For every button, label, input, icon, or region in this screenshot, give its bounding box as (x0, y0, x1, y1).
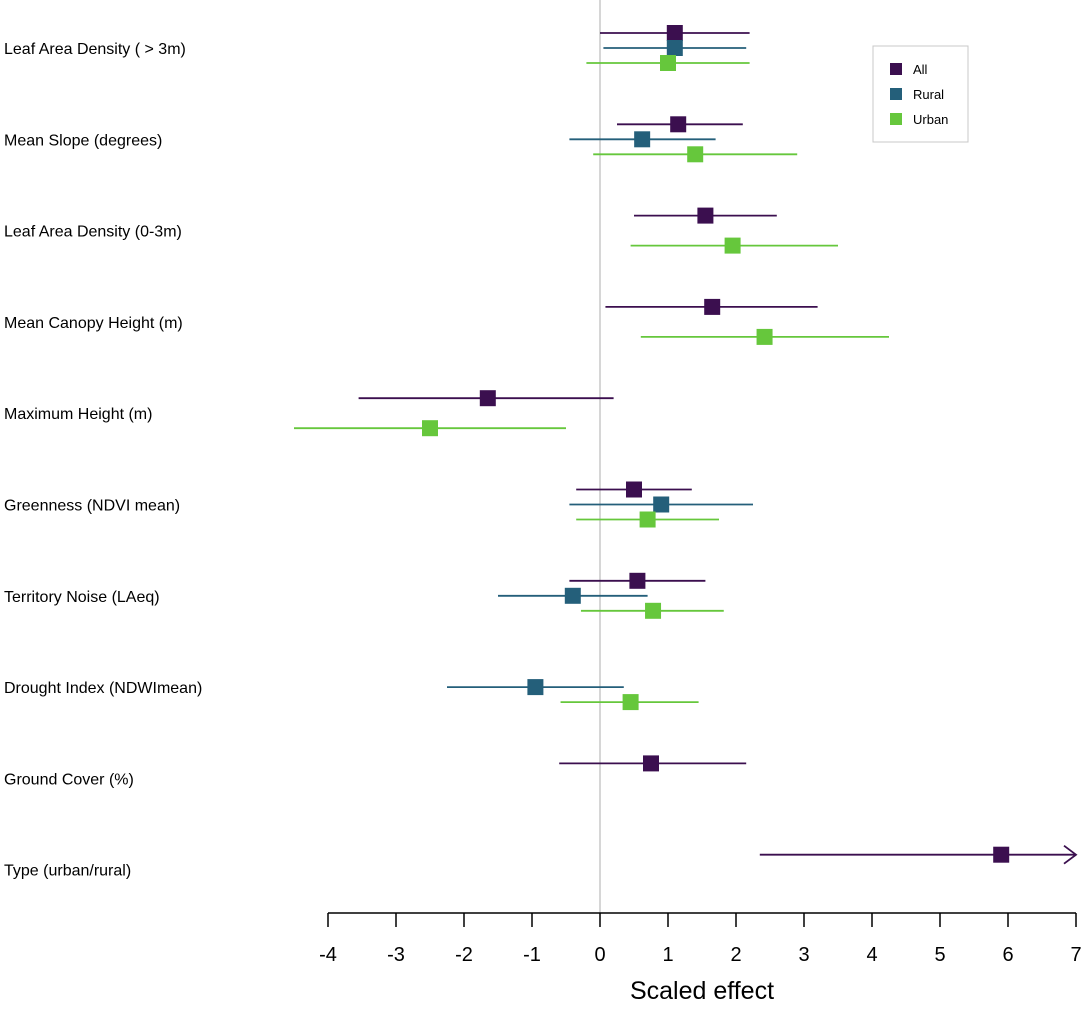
estimate-urban (586, 55, 750, 71)
point-estimate (634, 131, 651, 148)
point-estimate (724, 237, 741, 254)
legend-label: All (913, 62, 928, 77)
x-tick-label: 3 (798, 944, 809, 966)
estimate-urban (640, 328, 889, 345)
row-label: Mean Canopy Height (m) (4, 315, 183, 332)
row-label: Drought Index (NDWImean) (4, 680, 202, 697)
point-estimate (629, 572, 646, 589)
legend-label: Urban (913, 112, 948, 127)
estimate-rural (498, 587, 648, 604)
estimate-all (559, 755, 747, 772)
legend-item-rural: Rural (890, 87, 944, 102)
legend-item-all: All (890, 62, 928, 77)
estimate-rural (603, 40, 747, 56)
x-tick-label: 0 (594, 944, 605, 966)
x-tick-label: -1 (523, 944, 541, 966)
point-estimate (643, 755, 659, 772)
point-estimate (527, 679, 544, 696)
estimate-all (600, 25, 750, 41)
legend-swatch (890, 63, 902, 75)
x-tick-label: 7 (1070, 944, 1081, 966)
point-estimate (697, 207, 714, 224)
x-axis: -4 -3 -2 -1 0 1 2 3 4 5 6 7 (319, 912, 1082, 966)
legend-swatch (890, 88, 902, 100)
row-label: Type (urban/rural) (4, 863, 131, 880)
estimate-rural (569, 131, 716, 148)
estimate-urban (576, 511, 719, 528)
point-estimate (666, 25, 683, 41)
estimate-all (576, 481, 692, 498)
point-estimate (653, 496, 670, 513)
point-estimate (564, 587, 581, 604)
x-tick-label: -4 (319, 944, 337, 966)
row-label: Maximum Height (m) (4, 406, 152, 423)
legend-swatch (890, 113, 902, 125)
point-estimate (626, 481, 642, 498)
estimate-all (358, 390, 614, 407)
estimate-urban (630, 237, 838, 254)
row-labels: Leaf Area Density ( > 3m) Mean Slope (deg… (4, 41, 202, 880)
x-tick-label: -3 (387, 944, 405, 966)
row-label: Mean Slope (degrees) (4, 132, 162, 149)
legend-box (872, 45, 969, 143)
point-estimate (639, 511, 656, 528)
estimate-urban (580, 602, 724, 619)
estimate-rural (569, 496, 753, 513)
legend: All Rural Urban (872, 45, 969, 143)
x-tick-label: 5 (934, 944, 945, 966)
estimate-urban (593, 146, 798, 163)
point-estimate (993, 846, 1010, 863)
point-estimate (422, 420, 438, 437)
estimate-all (634, 207, 777, 224)
ci-arrow (1063, 844, 1078, 865)
point-estimate (622, 694, 639, 711)
row-label: Leaf Area Density (0-3m) (4, 224, 182, 241)
legend-label: Rural (913, 87, 944, 102)
legend-item-urban: Urban (890, 112, 948, 127)
point-estimate (756, 328, 773, 345)
x-tick-label: 4 (866, 944, 877, 966)
row-label: Greenness (NDVI mean) (4, 498, 180, 515)
estimate-urban (560, 694, 699, 711)
x-axis-title: Scaled effect (630, 977, 774, 1004)
point-estimate (704, 298, 721, 315)
estimate-all (759, 844, 1078, 865)
point-estimate (645, 602, 662, 619)
estimate-all (605, 298, 818, 315)
row-label: Leaf Area Density ( > 3m) (4, 41, 186, 58)
row-label: Ground Cover (%) (4, 771, 134, 788)
estimate-all (569, 572, 706, 589)
point-estimate (670, 116, 687, 133)
estimate-rural (447, 679, 624, 696)
point-estimate (666, 40, 683, 56)
point-estimate (479, 390, 496, 407)
estimate-all (617, 116, 743, 133)
row-label: Territory Noise (LAeq) (4, 589, 160, 606)
x-tick-label: 6 (1002, 944, 1013, 966)
point-estimate (660, 55, 676, 71)
estimate-urban (294, 420, 566, 437)
x-tick-label: 2 (730, 944, 741, 966)
estimates (294, 25, 1078, 865)
x-tick-label: -2 (455, 944, 473, 966)
point-estimate (687, 146, 704, 163)
x-tick-label: 1 (662, 944, 673, 966)
